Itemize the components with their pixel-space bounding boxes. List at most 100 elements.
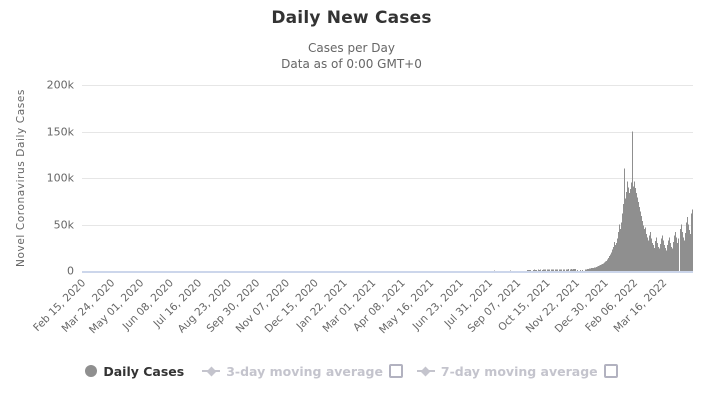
daily-cases-bar[interactable] xyxy=(563,269,564,271)
daily-cases-bar[interactable] xyxy=(528,269,529,271)
daily-cases-bar[interactable] xyxy=(561,269,562,271)
daily-cases-bar[interactable] xyxy=(613,246,614,271)
daily-cases-bar[interactable] xyxy=(666,250,667,271)
daily-cases-bar[interactable] xyxy=(673,242,674,271)
daily-cases-bar[interactable] xyxy=(676,237,677,271)
legend-item-daily-cases[interactable]: Daily Cases xyxy=(85,364,184,379)
daily-cases-bar[interactable] xyxy=(617,238,618,271)
daily-cases-bar[interactable] xyxy=(684,240,685,271)
daily-cases-bar[interactable] xyxy=(646,233,647,271)
daily-cases-bar[interactable] xyxy=(640,211,641,271)
daily-cases-bar[interactable] xyxy=(543,269,544,271)
daily-cases-bar[interactable] xyxy=(598,265,599,271)
daily-cases-bar[interactable] xyxy=(691,213,692,271)
daily-cases-bar[interactable] xyxy=(669,237,670,271)
daily-cases-bar[interactable] xyxy=(594,267,595,271)
legend-checkbox-7-day-moving-average[interactable] xyxy=(603,364,618,378)
daily-cases-bar[interactable] xyxy=(655,241,656,271)
daily-cases-bar[interactable] xyxy=(662,235,663,271)
daily-cases-bar[interactable] xyxy=(674,235,675,271)
daily-cases-bar[interactable] xyxy=(659,248,660,271)
daily-cases-bar[interactable] xyxy=(571,269,572,271)
daily-cases-bar[interactable] xyxy=(670,243,671,271)
daily-cases-bar[interactable] xyxy=(597,266,598,271)
daily-cases-bar[interactable] xyxy=(641,216,642,271)
daily-cases-bar[interactable] xyxy=(596,266,597,271)
daily-cases-bar[interactable] xyxy=(607,259,608,271)
daily-cases-bar[interactable] xyxy=(637,197,638,271)
daily-cases-bar[interactable] xyxy=(621,222,622,271)
daily-cases-bar[interactable] xyxy=(639,206,640,271)
daily-cases-bar[interactable] xyxy=(556,269,557,271)
daily-cases-bar[interactable] xyxy=(622,213,623,271)
daily-cases-bar[interactable] xyxy=(600,264,601,271)
daily-cases-bar[interactable] xyxy=(547,269,548,271)
daily-cases-bar[interactable] xyxy=(585,269,586,271)
daily-cases-bar[interactable] xyxy=(574,269,575,271)
daily-cases-bar[interactable] xyxy=(652,243,653,271)
daily-cases-bar[interactable] xyxy=(566,269,567,271)
daily-cases-bar[interactable] xyxy=(657,243,658,271)
daily-cases-bar[interactable] xyxy=(577,270,578,271)
daily-cases-bar[interactable] xyxy=(638,202,639,271)
daily-cases-bar[interactable] xyxy=(672,248,673,271)
daily-cases-bar[interactable] xyxy=(606,260,607,271)
daily-cases-bar[interactable] xyxy=(654,247,655,271)
daily-cases-bar[interactable] xyxy=(635,188,636,271)
daily-cases-bar[interactable] xyxy=(664,244,665,271)
daily-cases-bar[interactable] xyxy=(549,269,550,271)
daily-cases-bar[interactable] xyxy=(570,269,571,271)
daily-cases-bar[interactable] xyxy=(667,244,668,271)
daily-cases-bar[interactable] xyxy=(602,264,603,271)
daily-cases-bar[interactable] xyxy=(623,204,624,271)
daily-cases-bar[interactable] xyxy=(687,217,688,271)
daily-cases-bar[interactable] xyxy=(580,269,581,271)
daily-cases-bar[interactable] xyxy=(530,269,531,271)
daily-cases-bar[interactable] xyxy=(660,244,661,271)
daily-cases-bar[interactable] xyxy=(647,237,648,271)
daily-cases-bar[interactable] xyxy=(643,225,644,271)
daily-cases-bar[interactable] xyxy=(685,232,686,271)
daily-cases-bar[interactable] xyxy=(590,268,591,271)
daily-cases-bar[interactable] xyxy=(656,237,657,271)
plot-area[interactable] xyxy=(82,85,693,271)
daily-cases-bar[interactable] xyxy=(636,192,637,271)
daily-cases-bar[interactable] xyxy=(599,265,600,271)
daily-cases-bar[interactable] xyxy=(545,269,546,271)
daily-cases-bar[interactable] xyxy=(552,269,553,271)
daily-cases-bars[interactable] xyxy=(82,85,693,271)
daily-cases-bar[interactable] xyxy=(615,244,616,271)
daily-cases-bar[interactable] xyxy=(618,231,619,271)
daily-cases-bar[interactable] xyxy=(560,269,561,271)
daily-cases-bar[interactable] xyxy=(587,269,588,271)
daily-cases-bar[interactable] xyxy=(542,269,543,271)
daily-cases-bar[interactable] xyxy=(595,267,596,271)
daily-cases-bar[interactable] xyxy=(510,270,511,271)
daily-cases-bar[interactable] xyxy=(649,235,650,271)
daily-cases-bar[interactable] xyxy=(619,224,620,272)
daily-cases-bar[interactable] xyxy=(642,220,643,271)
daily-cases-bar[interactable] xyxy=(668,240,669,271)
daily-cases-bar[interactable] xyxy=(538,269,539,271)
daily-cases-bar[interactable] xyxy=(644,229,645,271)
daily-cases-bar[interactable] xyxy=(572,269,573,271)
daily-cases-bar[interactable] xyxy=(548,269,549,271)
daily-cases-bar[interactable] xyxy=(573,269,574,271)
daily-cases-bar[interactable] xyxy=(678,238,679,271)
daily-cases-bar[interactable] xyxy=(686,222,687,271)
daily-cases-bar[interactable] xyxy=(605,261,606,271)
daily-cases-bar[interactable] xyxy=(690,233,691,271)
daily-cases-bar[interactable] xyxy=(624,168,625,271)
daily-cases-bar[interactable] xyxy=(592,268,593,271)
daily-cases-bar[interactable] xyxy=(536,269,537,271)
daily-cases-bar[interactable] xyxy=(540,269,541,271)
daily-cases-bar[interactable] xyxy=(567,269,568,271)
daily-cases-bar[interactable] xyxy=(586,269,587,271)
daily-cases-bar[interactable] xyxy=(551,269,552,271)
daily-cases-bar[interactable] xyxy=(608,257,609,271)
daily-cases-bar[interactable] xyxy=(625,198,626,271)
daily-cases-bar[interactable] xyxy=(634,181,635,271)
daily-cases-bar[interactable] xyxy=(614,242,615,271)
daily-cases-bar[interactable] xyxy=(663,240,664,271)
daily-cases-bar[interactable] xyxy=(535,269,536,271)
